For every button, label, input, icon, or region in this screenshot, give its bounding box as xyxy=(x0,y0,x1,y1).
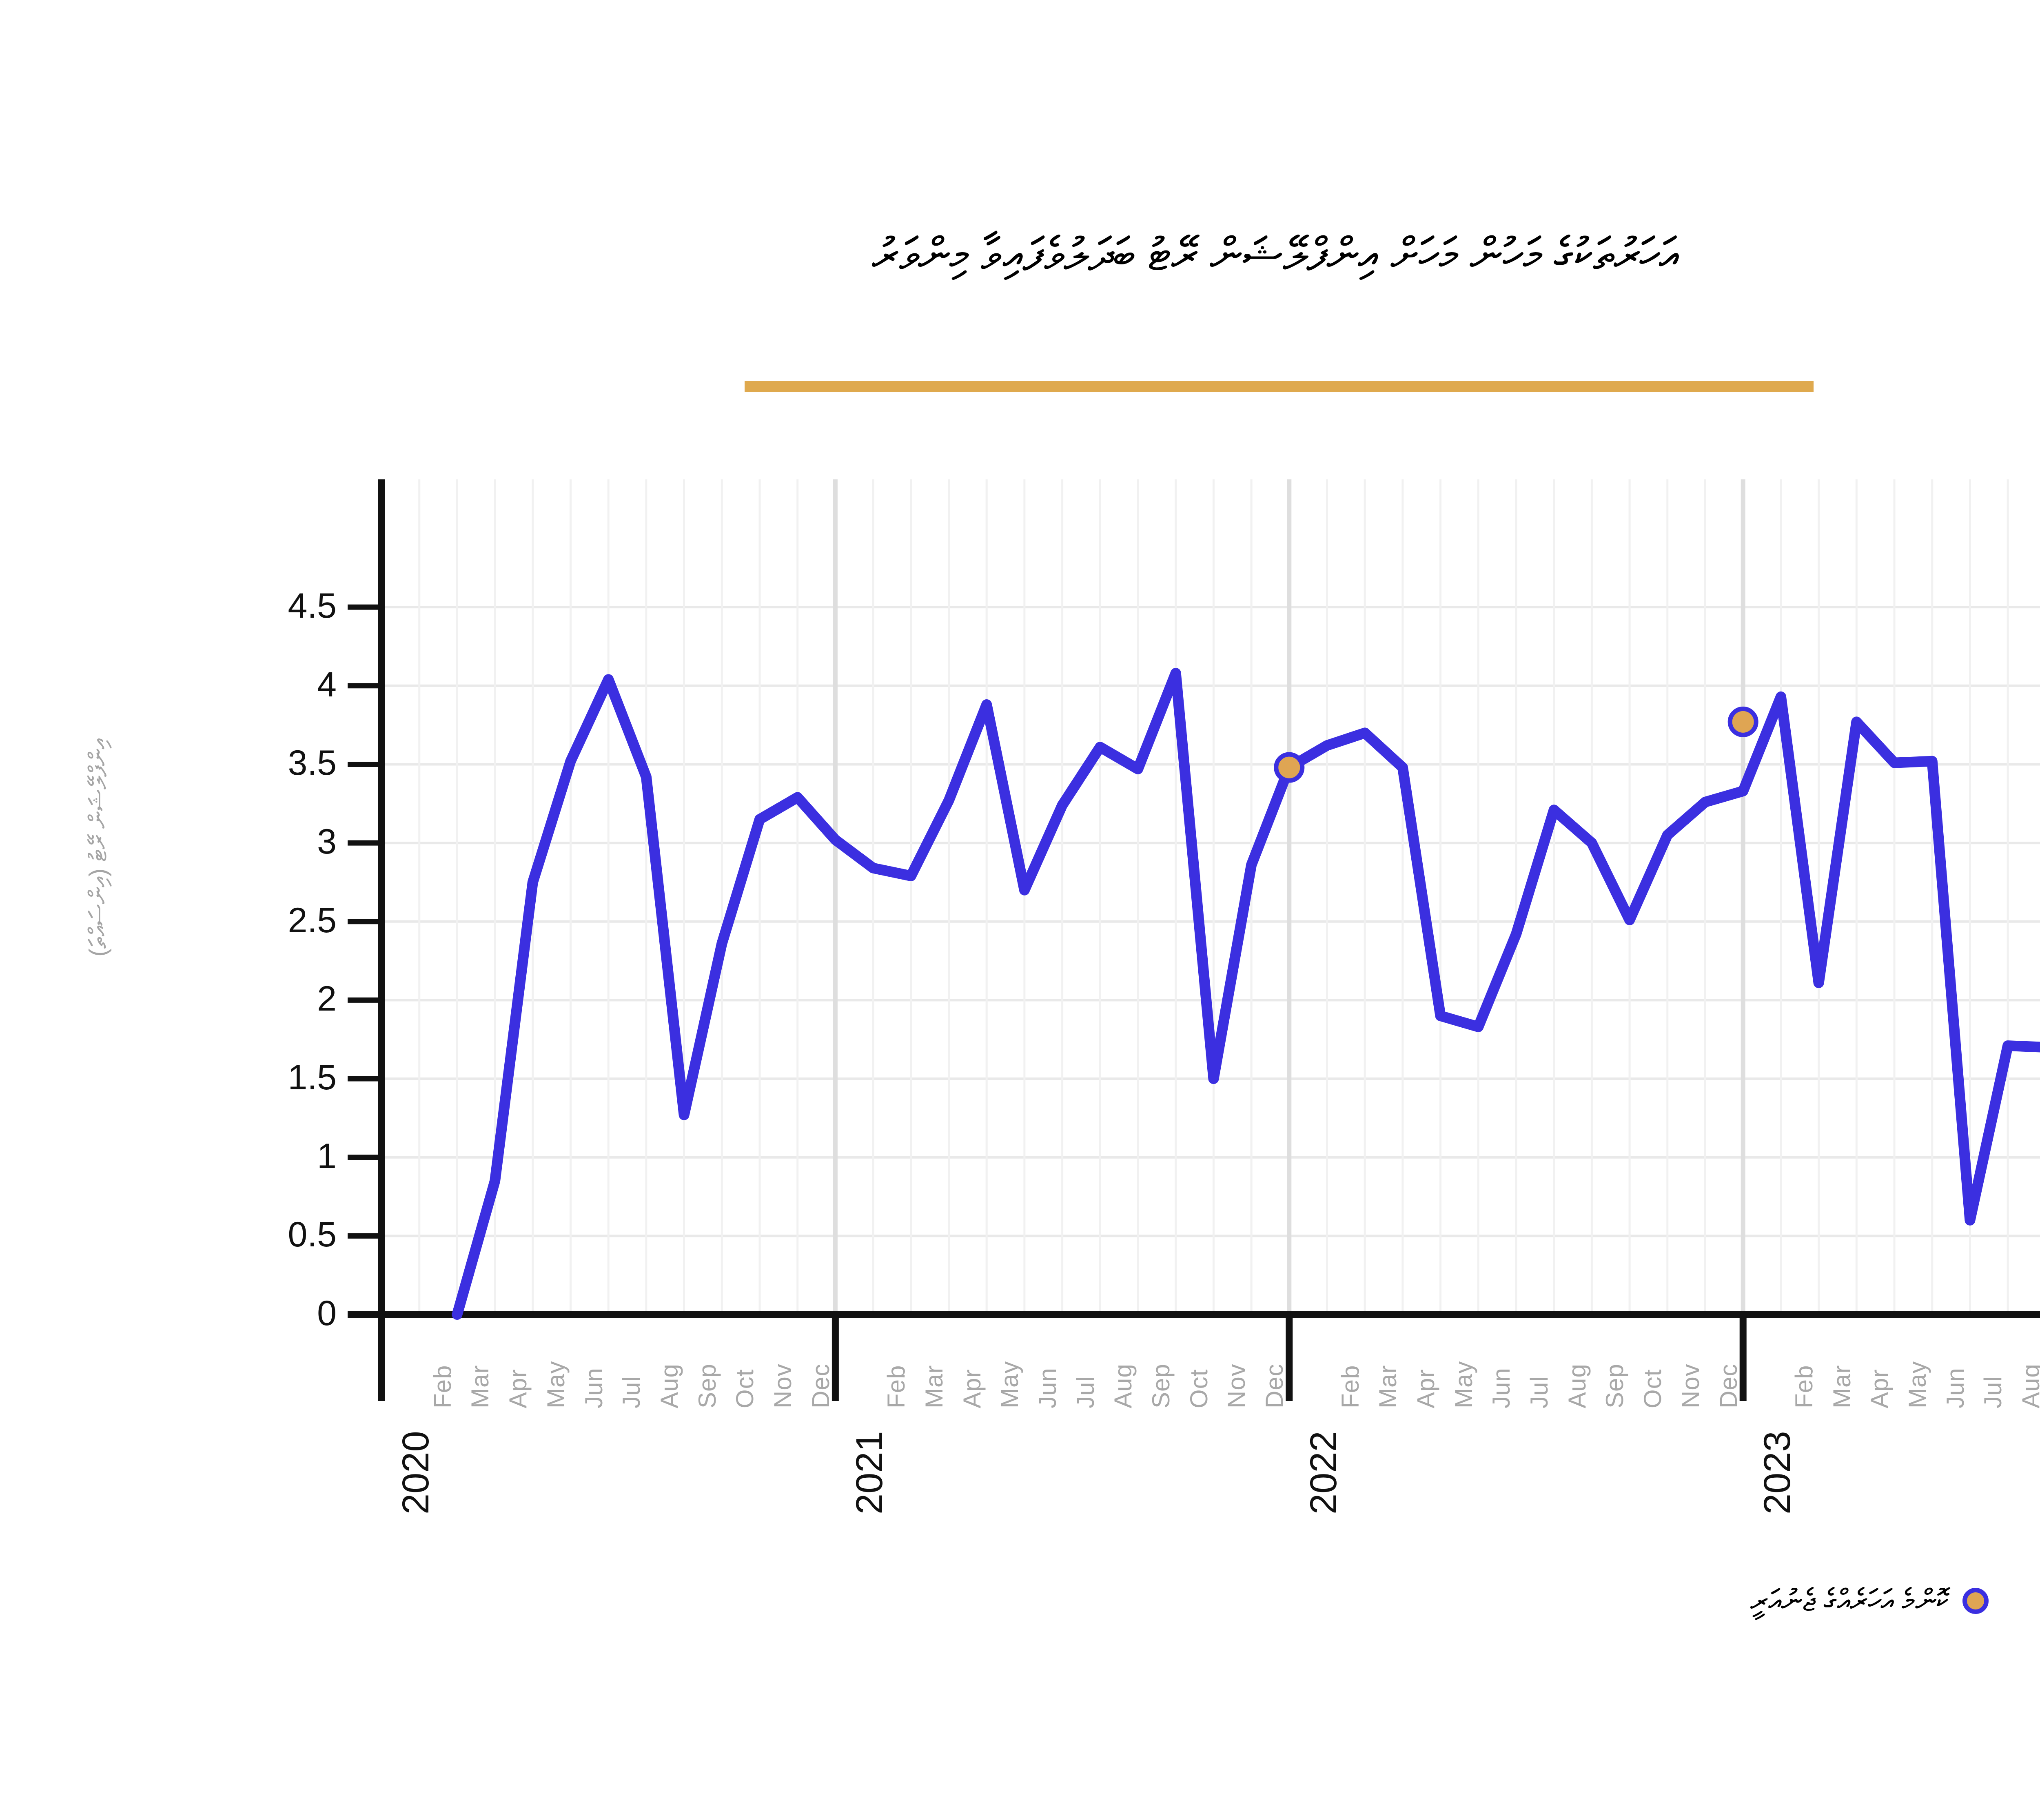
x-month-label: May xyxy=(996,1361,1024,1408)
y-tick-label: 0 xyxy=(317,1294,337,1333)
horizontal-gridlines xyxy=(381,606,2040,1316)
x-month-label: Oct xyxy=(1639,1369,1667,1408)
page-title: އަހަރުތަކުގެ މަހުން މަހަށް އިންފްލޭޝަން … xyxy=(872,229,1678,280)
x-month-label: Jul xyxy=(618,1376,645,1408)
y-tick-label: 0.5 xyxy=(288,1215,337,1255)
x-month-label: May xyxy=(1904,1361,1931,1408)
x-month-label: Nov xyxy=(769,1363,796,1408)
y-tick-label: 4 xyxy=(317,665,337,704)
title-underline-rule xyxy=(745,381,1814,392)
legend-marker-circle-icon xyxy=(1962,1587,1989,1614)
x-month-label: Nov xyxy=(1676,1363,1704,1408)
x-month-label: Jul xyxy=(1979,1376,2007,1408)
x-month-label: Aug xyxy=(1563,1363,1591,1408)
x-month-label: Sep xyxy=(1601,1363,1629,1408)
x-month-label: May xyxy=(1450,1361,1477,1408)
x-month-label: Oct xyxy=(731,1369,759,1408)
x-month-label: Dec xyxy=(1261,1363,1288,1408)
x-year-label: 2023 xyxy=(1756,1431,1798,1514)
x-axis xyxy=(348,1311,2040,1401)
x-month-label: Aug xyxy=(1109,1363,1137,1408)
x-month-label: Jun xyxy=(1488,1368,1515,1408)
x-month-label: Jul xyxy=(1526,1376,1553,1408)
x-month-label: Feb xyxy=(1790,1365,1818,1408)
x-month-label: Mar xyxy=(1828,1365,1856,1408)
x-month-label: Apr xyxy=(958,1369,986,1408)
x-year-label: 2020 xyxy=(395,1431,437,1514)
x-month-label: Sep xyxy=(1147,1363,1175,1408)
x-month-label: Mar xyxy=(920,1365,948,1408)
legend-label: ކޮންމެ އަހަރެއްގެ ޖެނުއަރީ xyxy=(1750,1583,1949,1617)
highlighted-point-markers xyxy=(1274,706,1758,783)
x-month-label: Feb xyxy=(883,1365,910,1408)
x-year-label: 2021 xyxy=(849,1431,891,1514)
x-year-label: 2022 xyxy=(1302,1431,1344,1514)
x-month-label: Feb xyxy=(1336,1365,1364,1408)
x-month-label: Mar xyxy=(466,1365,494,1408)
y-tick-label: 4.5 xyxy=(288,586,337,626)
x-month-label: Dec xyxy=(1714,1363,1742,1408)
y-tick-label: 2.5 xyxy=(288,900,337,940)
x-month-label: Feb xyxy=(428,1365,456,1408)
y-axis xyxy=(348,479,385,1344)
y-axis-title: އިންފްލޭޝަން ރޭޓު (އިންސައްތަ) xyxy=(84,738,112,957)
y-tick-label: 2 xyxy=(317,979,337,1019)
x-month-label: Aug xyxy=(2017,1363,2040,1408)
vertical-gridlines xyxy=(380,479,2009,1315)
x-month-label: Jun xyxy=(580,1368,608,1408)
x-month-label: Mar xyxy=(1374,1365,1402,1408)
x-month-label: May xyxy=(542,1361,570,1408)
x-month-label: Oct xyxy=(1185,1369,1213,1408)
x-month-label: Apr xyxy=(504,1369,532,1408)
x-month-label: Apr xyxy=(1866,1369,1894,1408)
title-block: އަހަރުތަކުގެ މަހުން މަހަށް އިންފްލޭޝަން … xyxy=(0,228,2040,281)
x-month-label: Dec xyxy=(807,1363,834,1408)
x-month-label: Jun xyxy=(1941,1368,1969,1408)
x-month-label: Nov xyxy=(1223,1363,1251,1408)
x-month-label: Jul xyxy=(1071,1376,1099,1408)
chart-legend: ކޮންމެ އަހަރެއްގެ ޖެނުއަރީ xyxy=(1750,1583,1989,1618)
x-month-label: Jun xyxy=(1033,1368,1061,1408)
x-month-label: Apr xyxy=(1412,1369,1439,1408)
y-tick-label: 1 xyxy=(317,1136,337,1176)
y-tick-label: 3.5 xyxy=(288,743,337,783)
year-separator-gridlines xyxy=(379,479,1745,1315)
x-month-label: Aug xyxy=(655,1363,683,1408)
y-tick-label: 1.5 xyxy=(288,1058,337,1097)
inflation-line-series xyxy=(452,668,2040,1320)
x-month-label: Sep xyxy=(693,1363,721,1408)
y-tick-label: 3 xyxy=(317,822,337,862)
